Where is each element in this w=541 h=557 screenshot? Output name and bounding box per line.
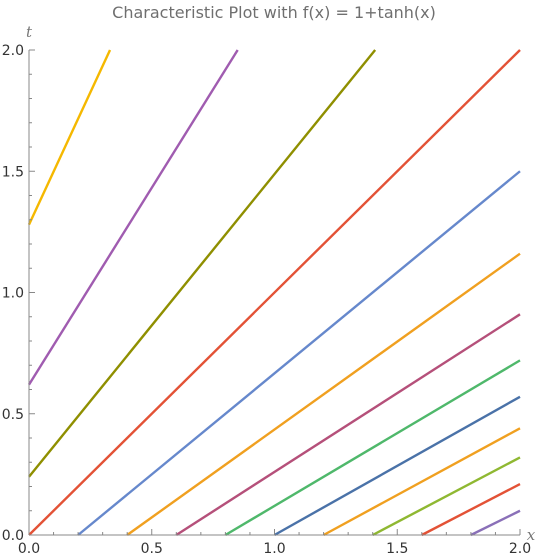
chart-title: Characteristic Plot with f(x) = 1+tanh(x… (112, 3, 436, 22)
y-tick-label: 2.0 (2, 43, 24, 59)
characteristic-line-11 (372, 456, 521, 537)
characteristic-line-13 (470, 509, 521, 537)
characteristic-line-7 (175, 313, 521, 537)
x-tick-label: 2.0 (509, 541, 531, 557)
characteristic-line-9 (273, 395, 521, 537)
characteristic-line-5 (77, 170, 521, 536)
y-tick-label: 0.5 (2, 407, 24, 423)
characteristic-line-6 (126, 252, 521, 536)
characteristic-line-12 (421, 483, 521, 537)
y-tick-label: 0.0 (2, 528, 24, 544)
characteristic-line-8 (224, 359, 521, 537)
x-tick-label: 0.5 (141, 541, 163, 557)
ticks-group: 0.0 0.5 1.0 1.5 2.0 0.0 0.5 1.0 1.5 2.0 (2, 43, 531, 557)
x-axis-label: x (527, 526, 536, 544)
x-tick-label: 1.0 (263, 541, 285, 557)
characteristic-line-10 (323, 427, 521, 537)
y-tick-label: 1.0 (2, 286, 24, 302)
series-group (27, 49, 521, 537)
characteristic-line-4 (28, 49, 521, 536)
x-tick-label: 0.0 (18, 541, 40, 557)
y-tick-label: 1.5 (2, 164, 24, 180)
characteristic-line-2 (27, 49, 239, 386)
characteristic-line-1 (27, 49, 112, 226)
characteristic-line-3 (28, 49, 377, 478)
x-tick-label: 1.5 (386, 541, 408, 557)
y-axis-label: t (26, 23, 33, 41)
